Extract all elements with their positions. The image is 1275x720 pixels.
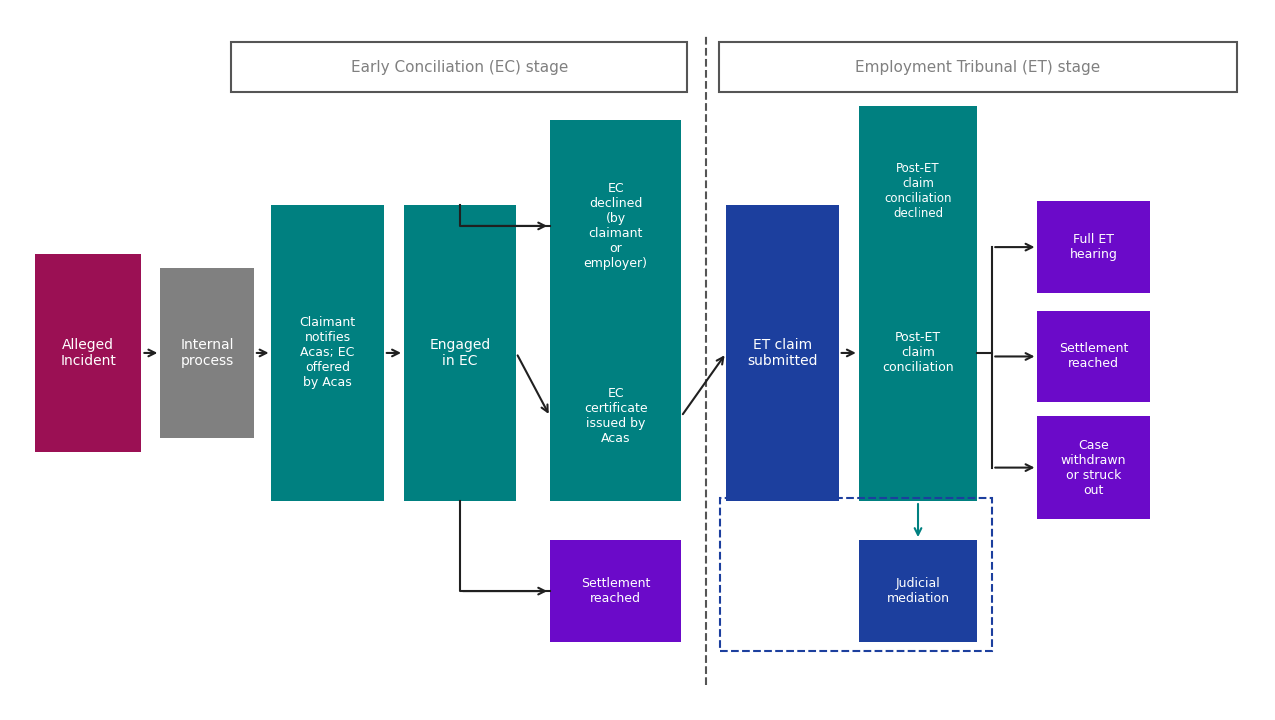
Text: Judicial
mediation: Judicial mediation (886, 577, 950, 605)
Bar (550, 120, 681, 332)
Bar (1038, 310, 1150, 402)
Bar (858, 540, 978, 642)
Bar (550, 540, 681, 642)
Text: Case
withdrawn
or struck
out: Case withdrawn or struck out (1061, 438, 1126, 497)
Bar (272, 204, 384, 501)
Bar (720, 498, 992, 651)
Bar (1038, 202, 1150, 293)
Bar (161, 269, 254, 438)
Bar (232, 42, 687, 92)
Bar (550, 332, 681, 501)
Bar (858, 204, 978, 501)
Text: Settlement
reached: Settlement reached (1058, 343, 1128, 371)
Text: Full ET
hearing: Full ET hearing (1070, 233, 1117, 261)
Text: Internal
process: Internal process (180, 338, 233, 368)
Bar (719, 42, 1237, 92)
Text: Alleged
Incident: Alleged Incident (60, 338, 116, 368)
Bar (1038, 416, 1150, 518)
Text: Post-ET
claim
conciliation: Post-ET claim conciliation (882, 331, 954, 374)
Bar (727, 204, 839, 501)
Text: Settlement
reached: Settlement reached (581, 577, 650, 605)
Bar (404, 204, 516, 501)
Text: EC
certificate
issued by
Acas: EC certificate issued by Acas (584, 387, 648, 446)
Text: ET claim
submitted: ET claim submitted (747, 338, 817, 368)
Text: Engaged
in EC: Engaged in EC (430, 338, 491, 368)
Text: Post-ET
claim
conciliation
declined: Post-ET claim conciliation declined (885, 162, 951, 220)
Text: Employment Tribunal (ET) stage: Employment Tribunal (ET) stage (856, 60, 1100, 75)
Bar (858, 106, 978, 275)
Text: EC
declined
(by
claimant
or
employer): EC declined (by claimant or employer) (584, 182, 648, 270)
Bar (36, 254, 142, 451)
Text: Claimant
notifies
Acas; EC
offered
by Acas: Claimant notifies Acas; EC offered by Ac… (300, 317, 356, 390)
Text: Early Conciliation (EC) stage: Early Conciliation (EC) stage (351, 60, 569, 75)
